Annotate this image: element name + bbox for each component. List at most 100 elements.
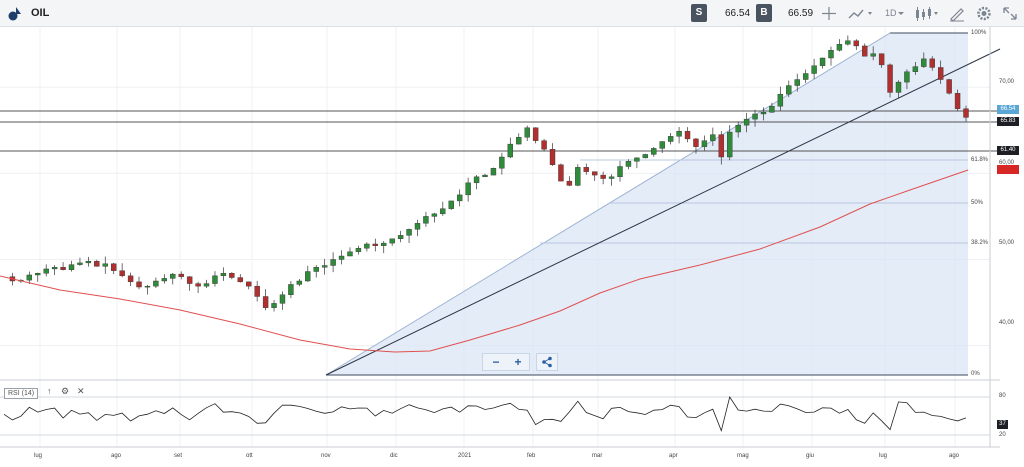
line1-badge: 65.83: [997, 117, 1019, 126]
chart-area[interactable]: 100% 70,00 60,00 50,00 40,00 0% 61.8% 50…: [0, 27, 1024, 467]
candle: [710, 134, 716, 141]
candle: [127, 275, 134, 283]
time-axis-label: apr: [669, 453, 678, 459]
candle: [701, 140, 708, 147]
instrument-symbol[interactable]: OIL: [31, 7, 50, 19]
moving-average-line: [0, 169, 969, 353]
candle: [642, 154, 649, 159]
candle: [321, 265, 328, 268]
candles-icon[interactable]: [913, 4, 941, 23]
candle: [760, 112, 767, 115]
candle: [26, 274, 33, 281]
candle: [929, 58, 935, 68]
rsi-indicator-label[interactable]: RSI (14): [4, 388, 39, 399]
timeframe-selector[interactable]: 1D: [885, 8, 897, 18]
candle: [456, 194, 463, 202]
time-axis-label: feb: [527, 453, 536, 459]
candle: [870, 53, 876, 57]
candle: [819, 57, 826, 66]
candle: [195, 283, 201, 287]
candle: [330, 259, 336, 266]
candle: [811, 65, 817, 74]
price-chart[interactable]: [0, 27, 1024, 467]
candle: [178, 273, 184, 277]
candle: [937, 67, 944, 80]
gear-icon[interactable]: ⚙: [61, 386, 70, 396]
candle: [406, 229, 412, 236]
candle: [77, 262, 83, 265]
candle: [136, 281, 142, 288]
candle: [946, 79, 952, 94]
candle: [203, 283, 210, 287]
fullscreen-icon[interactable]: [1001, 4, 1019, 23]
candle: [43, 268, 49, 274]
zoom-in-button[interactable]: +: [514, 355, 522, 369]
candle: [473, 176, 480, 184]
buy-button[interactable]: B: [756, 4, 772, 22]
candle: [617, 166, 623, 178]
candle: [397, 235, 404, 239]
candle: [912, 66, 919, 72]
candle: [684, 130, 691, 140]
candle: [735, 124, 741, 133]
time-axis-label: giu: [806, 453, 815, 459]
candle: [634, 157, 640, 162]
candle: [431, 213, 438, 217]
rsi-20-label: 20: [999, 432, 1006, 438]
candle: [119, 270, 125, 277]
candle: [423, 216, 429, 224]
candle: [111, 263, 117, 271]
candle: [237, 277, 243, 283]
time-axis-label: ago: [111, 453, 122, 459]
candle: [516, 137, 522, 145]
settings-icon[interactable]: [975, 4, 993, 23]
candle: [549, 149, 556, 165]
zoom-out-button[interactable]: −: [492, 355, 500, 369]
ma-badge: 58.69: [997, 165, 1019, 174]
candle: [144, 285, 151, 288]
candle: [35, 273, 41, 276]
candle: [85, 260, 92, 264]
share-icon[interactable]: [541, 356, 553, 368]
time-axis-label: mar: [592, 453, 603, 459]
candle: [954, 93, 961, 109]
fibonacci-fan-area[interactable]: [326, 33, 968, 375]
candle: [102, 263, 108, 267]
candle: [381, 242, 387, 246]
candle: [786, 85, 792, 95]
sell-button[interactable]: S: [691, 4, 707, 22]
candle: [963, 108, 969, 118]
chevron-down-icon[interactable]: [897, 4, 905, 23]
candle: [878, 53, 885, 66]
close-icon[interactable]: ✕: [77, 386, 85, 396]
buy-price[interactable]: 66.59: [788, 8, 814, 19]
draw-icon[interactable]: [948, 4, 966, 23]
arrow-up-icon[interactable]: ↑: [47, 386, 52, 396]
candle: [296, 280, 303, 285]
crosshair-icon[interactable]: [820, 4, 838, 23]
time-axis-label: ago: [949, 453, 960, 459]
candle: [229, 273, 235, 278]
candle: [718, 134, 724, 158]
candle: [524, 127, 530, 138]
trendline[interactable]: [325, 48, 1001, 376]
candle: [279, 294, 286, 304]
share-control: [536, 353, 558, 371]
candle: [853, 40, 859, 47]
candle: [802, 73, 809, 80]
candle: [600, 174, 606, 179]
candle: [51, 267, 58, 270]
candle: [625, 161, 632, 167]
price-label-60: 60,00: [999, 160, 1015, 166]
candle: [566, 180, 573, 186]
candle: [575, 167, 581, 186]
candle: [904, 71, 910, 83]
line-chart-icon[interactable]: [847, 4, 875, 23]
candle: [448, 200, 454, 209]
candle: [313, 267, 319, 272]
sell-price[interactable]: 66.54: [725, 8, 751, 19]
candle: [608, 176, 615, 179]
candle: [220, 273, 227, 277]
candle: [727, 131, 733, 158]
candle: [558, 164, 564, 182]
